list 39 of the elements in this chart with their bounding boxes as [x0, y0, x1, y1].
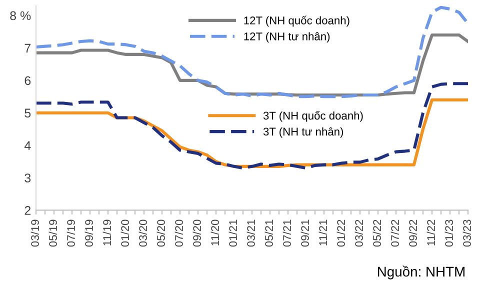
x-tick-label: 11/21 [318, 220, 327, 246]
x-tick-label: 09/20 [192, 220, 201, 247]
y-tick-label: 3 [24, 174, 31, 182]
x-tick-label: 11/19 [102, 220, 111, 246]
y-tick-label: 5 [24, 108, 31, 118]
y-tick-label: 2 [24, 206, 31, 215]
x-tick-label: 07/20 [174, 220, 183, 247]
x-tick-label: 11/20 [210, 220, 219, 246]
x-tick-label: 03/20 [138, 220, 147, 247]
x-tick-label: 05/19 [48, 220, 57, 247]
x-tick-label: 03/22 [354, 220, 363, 247]
x-tick-label: 03/21 [246, 220, 255, 247]
text: Nguồn: NHTM [378, 266, 464, 280]
x-tick-label: 01/21 [228, 220, 237, 247]
x-tick-label: 09/22 [408, 220, 417, 247]
x-tick-label: 01/23 [444, 220, 453, 247]
line-series [36, 6, 468, 98]
legend-label: 3T (NH tư nhân) [263, 127, 344, 138]
x-tick-label: 01/20 [120, 220, 129, 247]
x-tick-label: 05/22 [372, 220, 381, 247]
y-tick-label: 8 % [10, 11, 31, 20]
legend-label: 12T (NH quốc doanh) [244, 16, 350, 27]
x-tick-label: 05/21 [264, 220, 273, 247]
x-tick-label: 07/19 [66, 220, 75, 247]
legend-label: 12T (NH tư nhân) [244, 32, 330, 43]
x-tick-label: 09/19 [84, 220, 93, 247]
x-tick-label: 01/22 [336, 220, 345, 247]
x-tick-label: 03/23 [462, 220, 471, 247]
x-tick-label: 07/21 [282, 220, 291, 247]
x-tick-label: 09/21 [300, 220, 309, 247]
x-tick-label: 05/20 [156, 220, 165, 247]
legend-label: 3T (NH quốc doanh) [263, 110, 363, 122]
x-tick-label: 11/22 [426, 220, 435, 246]
y-tick-label: 6 [24, 76, 31, 86]
y-tick-label: 4 [24, 141, 31, 150]
x-tick-label: 07/22 [390, 220, 399, 247]
x-tick-label: 03/19 [30, 220, 39, 247]
y-tick-label: 7 [24, 44, 31, 52]
line-series [36, 82, 468, 170]
